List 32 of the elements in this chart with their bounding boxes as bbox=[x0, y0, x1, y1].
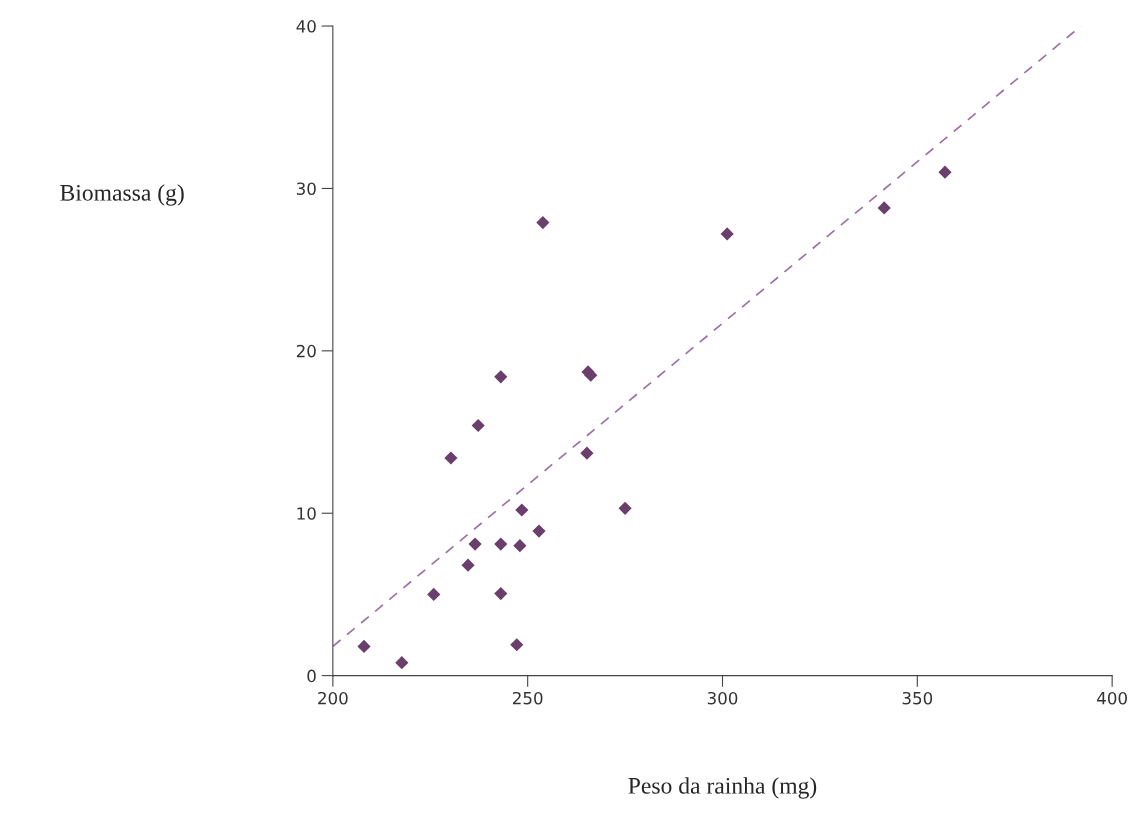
y-tick-label: 40 bbox=[296, 20, 316, 33]
point bbox=[427, 587, 441, 602]
point bbox=[580, 446, 594, 460]
x-tick-label: 300 bbox=[707, 691, 738, 705]
point bbox=[395, 656, 409, 670]
x-tick-label: 250 bbox=[512, 691, 543, 705]
point bbox=[513, 539, 527, 553]
point bbox=[444, 451, 458, 465]
point bbox=[510, 638, 524, 652]
y-tick-label: 30 bbox=[296, 182, 316, 196]
point bbox=[461, 558, 475, 572]
point bbox=[357, 639, 371, 653]
point bbox=[618, 501, 632, 515]
x-tick-label: 350 bbox=[902, 691, 933, 705]
point bbox=[532, 524, 546, 538]
x-axis-title: Peso da rainha (mg) bbox=[628, 777, 817, 799]
point bbox=[536, 215, 550, 230]
x-tick-label: 400 bbox=[1097, 691, 1127, 705]
x-tick-label: 200 bbox=[318, 691, 348, 705]
point bbox=[471, 418, 485, 433]
y-tick-label: 20 bbox=[296, 344, 316, 358]
point bbox=[468, 537, 482, 551]
y-tick-label: 10 bbox=[297, 507, 316, 520]
point bbox=[494, 587, 508, 601]
y-axis-title: Biomassa (g) bbox=[60, 184, 184, 206]
point bbox=[720, 227, 734, 241]
point bbox=[494, 537, 508, 551]
point bbox=[494, 370, 508, 384]
point bbox=[515, 503, 529, 517]
point bbox=[938, 165, 952, 179]
point bbox=[877, 201, 891, 215]
y-tick-label: 0 bbox=[307, 669, 316, 683]
